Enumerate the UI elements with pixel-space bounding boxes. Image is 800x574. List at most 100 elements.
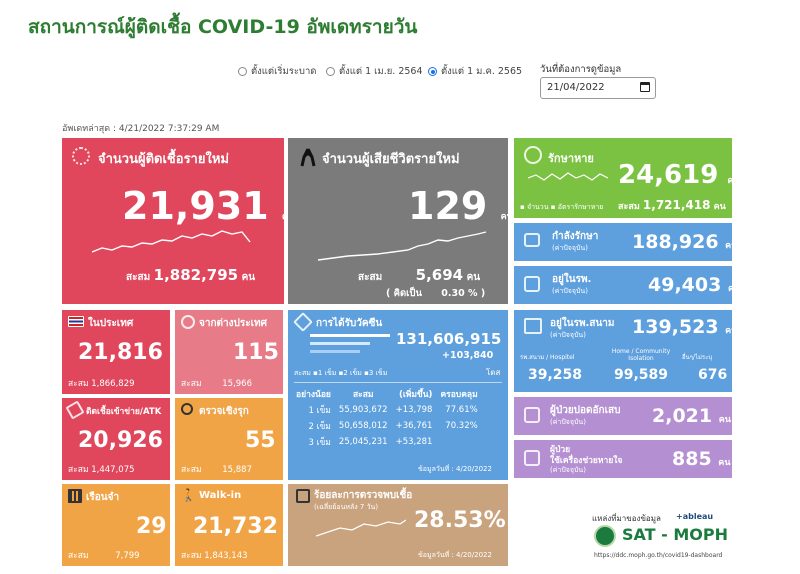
vaccine-progress-bar xyxy=(310,342,370,345)
new-cases-value: 21,931 คน xyxy=(122,184,284,228)
radio-label: ตั้งแต่เริ่มระบาด xyxy=(251,66,317,77)
radio-label: ตั้งแต่ 1 เม.ย. 2564 xyxy=(339,66,423,77)
globe-icon xyxy=(181,315,195,329)
walkin-value: 21,732 xyxy=(193,514,278,539)
recovered-legend: ▪ จำนวน ▪ อัตรารักษาหาย xyxy=(520,203,604,211)
dose-unit: โดส xyxy=(486,368,501,377)
new-cases-card: จำนวนผู้ติดเชื้อรายใหม่ 21,931 คน สะสม 1… xyxy=(62,138,284,304)
new-cases-label: จำนวนผู้ติดเชื้อรายใหม่ xyxy=(98,152,229,167)
treating-sub: (ค่าปัจจุบัน) xyxy=(552,244,588,252)
vaccine-total: 131,606,915 xyxy=(396,330,502,348)
table-header: ครอบคลุม xyxy=(440,390,478,400)
recovered-card: รักษาหาย 24,619 คน ▪ จำนวน ▪ อัตรารักษาห… xyxy=(514,138,732,218)
page-title: สถานการณ์ผู้ติดเชื้อ COVID-19 อัพเดทรายว… xyxy=(28,16,418,38)
new-deaths-cumulative: สะสม 5,694 คน xyxy=(358,266,481,284)
bed-icon xyxy=(524,233,540,247)
recovered-value: 24,619 คน xyxy=(618,160,732,190)
treating-value: 188,926 คน xyxy=(632,231,732,253)
ventilator-icon xyxy=(524,450,540,466)
ventilator-label-2: ใช้เครื่องช่วยหายใจ xyxy=(550,456,623,466)
recovered-cumulative: สะสม 1,721,418 คน xyxy=(618,198,726,212)
vaccine-table: อย่างน้อย สะสม (เพิ่มขึ้น) ครอบคลุม 1 เข… xyxy=(292,386,482,450)
vaccine-data-date: ข้อมูลวันที่ : 4/20/2022 xyxy=(418,465,492,473)
vaccine-progress-bar xyxy=(310,350,360,353)
active-search-cumulative: สะสม 15,887 xyxy=(181,465,252,475)
positivity-data-date: ข้อมูลวันที่ : 4/20/2022 xyxy=(418,551,492,559)
treating-label: กำลังรักษา xyxy=(552,231,599,242)
prison-cumulative: สะสม 7,799 xyxy=(68,551,140,561)
date-value: 21/04/2022 xyxy=(547,82,605,93)
moph-logo-icon xyxy=(594,525,616,547)
positivity-label: ร้อยละการตรวจพบเชื้อ xyxy=(314,490,413,501)
new-cases-trend-line xyxy=(92,230,251,253)
imported-value: 115 xyxy=(233,340,279,365)
ventilator-sub: (ค่าปัจจุบัน) xyxy=(550,466,586,474)
prison-card: เรือนจำ 29 สะสม 7,799 xyxy=(62,484,170,566)
date-input[interactable]: 21/04/2022 xyxy=(540,77,656,99)
active-search-card: ตรวจเชิงรุก 55 สะสม 15,887 xyxy=(175,398,283,480)
source-label: แหล่งที่มาของข้อมูล xyxy=(592,514,661,523)
field-hospital-card: อยู่ในรพ.สนาม (ค่าปัจจุบัน) 139,523 คน ร… xyxy=(514,310,732,392)
domestic-value: 21,816 xyxy=(78,340,163,365)
calendar-icon[interactable] xyxy=(640,82,650,92)
imported-label: จากต่างประเทศ xyxy=(199,318,267,329)
field-col-label: รพ.สนาม / Hospitel xyxy=(520,354,575,361)
imported-card: จากต่างประเทศ 115 สะสม 15,966 xyxy=(175,310,283,394)
field-col-label: อื่นๆ/ไม่ระบุ xyxy=(682,354,713,361)
vaccine-progress-bar xyxy=(310,334,390,337)
vaccine-card: การได้รับวัคซีน 131,606,915 +103,840 โดส… xyxy=(288,310,508,480)
field-col-label: Home / Community Isolation xyxy=(611,348,671,362)
vaccine-label: การได้รับวัคซีน xyxy=(316,318,383,329)
ventilator-card: ผู้ป่วย ใช้เครื่องช่วยหายใจ (ค่าปัจจุบัน… xyxy=(514,440,732,478)
radio-icon[interactable] xyxy=(326,67,335,76)
field-col-value: 676 xyxy=(698,367,728,383)
radio-since-jan-2565[interactable]: ตั้งแต่ 1 ม.ค. 2565 xyxy=(428,64,522,79)
recovered-icon xyxy=(524,146,542,164)
black-ribbon-icon xyxy=(300,147,318,167)
ventilator-label: ผู้ป่วย xyxy=(550,445,571,455)
source-url[interactable]: https://ddc.moph.go.th/covid19-dashboard xyxy=(594,552,723,559)
last-updated: อัพเดทล่าสุด : 4/21/2022 7:37:29 AM xyxy=(62,124,220,134)
field-hospital-value: 139,523 คน xyxy=(632,316,732,338)
positivity-card: ร้อยละการตรวจพบเชื้อ (เฉลี่ยย้อนหลัง 7 ว… xyxy=(288,484,508,566)
radio-since-outbreak[interactable]: ตั้งแต่เริ่มระบาด xyxy=(238,64,316,79)
magnifier-icon xyxy=(181,403,193,415)
thai-flag-icon xyxy=(68,316,84,327)
radio-icon[interactable] xyxy=(238,67,247,76)
in-hospital-value: 49,403 คน xyxy=(648,274,732,296)
lungs-icon xyxy=(524,407,540,423)
atk-card: ติดเชื้อเข้าข่าย/ATK 20,926 สะสม 1,447,0… xyxy=(62,398,170,480)
positivity-sub: (เฉลี่ยย้อนหลัง 7 วัน) xyxy=(314,503,379,511)
active-search-label: ตรวจเชิงรุก xyxy=(199,406,249,417)
atk-value: 20,926 xyxy=(78,428,163,453)
radio-since-apr-2564[interactable]: ตั้งแต่ 1 เม.ย. 2564 xyxy=(326,64,423,79)
tent-icon xyxy=(524,318,542,334)
atk-cumulative: สะสม 1,447,075 xyxy=(68,465,135,475)
hospital-icon xyxy=(524,276,540,292)
table-row: 1 เข็ม 55,903,672 +13,798 77.61% xyxy=(308,405,478,416)
field-col-value: 39,258 xyxy=(528,367,583,383)
prison-value: 29 xyxy=(136,514,167,539)
field-col-value: 99,589 xyxy=(614,367,669,383)
field-hospital-label: อยู่ในรพ.สนาม xyxy=(550,318,615,329)
atk-label: ติดเชื้อเข้าข่าย/ATK xyxy=(86,407,162,417)
domestic-card: ในประเทศ 21,816 สะสม 1,866,829 xyxy=(62,310,170,394)
virus-icon xyxy=(72,147,90,165)
pneumonia-value: 2,021 คน xyxy=(652,405,731,427)
field-hospital-sub: (ค่าปัจจุบัน) xyxy=(550,331,586,339)
unit: คน xyxy=(282,212,284,222)
table-row: 2 เข็ม 50,658,012 +36,761 70.32% xyxy=(308,421,478,432)
domestic-cumulative: สะสม 1,866,829 xyxy=(68,379,135,389)
syringe-icon xyxy=(293,312,313,332)
new-deaths-label: จำนวนผู้เสียชีวิตรายใหม่ xyxy=(322,152,460,167)
domestic-label: ในประเทศ xyxy=(88,318,134,329)
radio-icon-selected[interactable] xyxy=(428,67,437,76)
table-row: 3 เข็ม 25,045,231 +53,281 xyxy=(308,437,433,448)
in-hospital-label: อยู่ในรพ. xyxy=(552,274,592,285)
imported-cumulative: สะสม 15,966 xyxy=(181,379,252,389)
prison-label: เรือนจำ xyxy=(86,492,120,503)
treating-card: กำลังรักษา (ค่าปัจจุบัน) 188,926 คน xyxy=(514,223,732,261)
date-label: วันที่ต้องการดูข้อมูล xyxy=(540,64,622,75)
table-header: สะสม xyxy=(352,390,374,400)
new-deaths-trend-line xyxy=(318,231,487,261)
